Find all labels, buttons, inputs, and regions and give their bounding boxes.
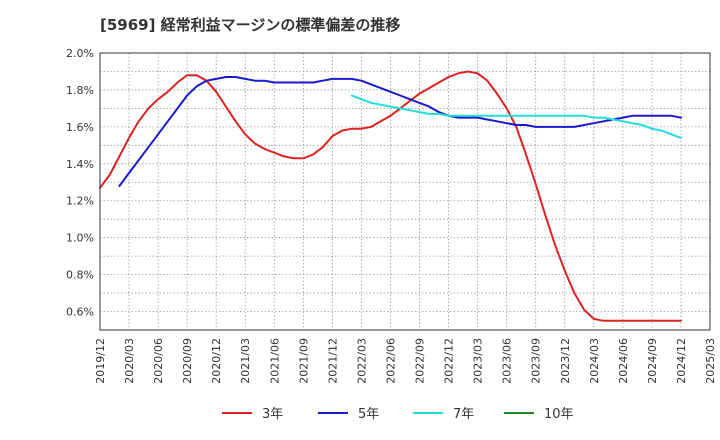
x-tick-label: 2020/12: [210, 338, 223, 384]
x-tick-label: 2024/09: [646, 338, 659, 384]
x-tick-label: 2023/03: [472, 338, 485, 384]
x-tick-label: 2020/09: [181, 338, 194, 384]
x-tick-label: 2023/09: [530, 338, 543, 384]
x-tick-label: 2023/06: [501, 338, 514, 384]
x-tick-label: 2024/03: [588, 338, 601, 384]
legend-label-3: 7年: [453, 407, 474, 422]
y-tick-label: 1.4%: [66, 158, 94, 171]
y-tick-label: 1.2%: [66, 195, 94, 208]
x-tick-label: 2021/09: [297, 338, 310, 384]
y-tick-label: 1.6%: [66, 121, 94, 134]
legend-label-1: 3年: [262, 407, 283, 422]
y-tick-label: 0.8%: [66, 269, 94, 282]
x-tick-label: 2022/09: [414, 338, 427, 384]
y-tick-label: 2.0%: [66, 47, 94, 60]
y-tick-label: 1.0%: [66, 232, 94, 245]
series-line-2: [118, 76, 682, 187]
x-tick-label: 2021/06: [268, 338, 281, 384]
legend-label-2: 5年: [358, 407, 379, 422]
y-tick-label: 1.8%: [66, 84, 94, 97]
series-line-3: [350, 94, 682, 139]
legend-label-4: 10年: [544, 407, 574, 422]
x-tick-label: 2020/03: [123, 338, 136, 384]
x-tick-label: 2025/03: [704, 338, 717, 384]
y-tick-label: 0.6%: [66, 306, 94, 319]
x-tick-label: 2024/06: [617, 338, 630, 384]
x-tick-label: 2021/12: [326, 338, 339, 384]
x-tick-label: 2022/06: [384, 338, 397, 384]
x-tick-label: 2019/12: [94, 338, 107, 384]
x-tick-label: 2024/12: [675, 338, 688, 384]
x-tick-label: 2023/12: [559, 338, 572, 384]
x-tick-label: 2020/06: [152, 338, 165, 384]
x-tick-label: 2022/12: [443, 338, 456, 384]
plot-background: [100, 53, 710, 330]
series-line-1: [99, 70, 682, 322]
x-tick-label: 2021/03: [239, 338, 252, 384]
x-tick-label: 2022/03: [355, 338, 368, 384]
plot-border: [99, 52, 711, 331]
chart-title: [5969] 経常利益マージンの標準偏差の推移: [100, 16, 401, 34]
